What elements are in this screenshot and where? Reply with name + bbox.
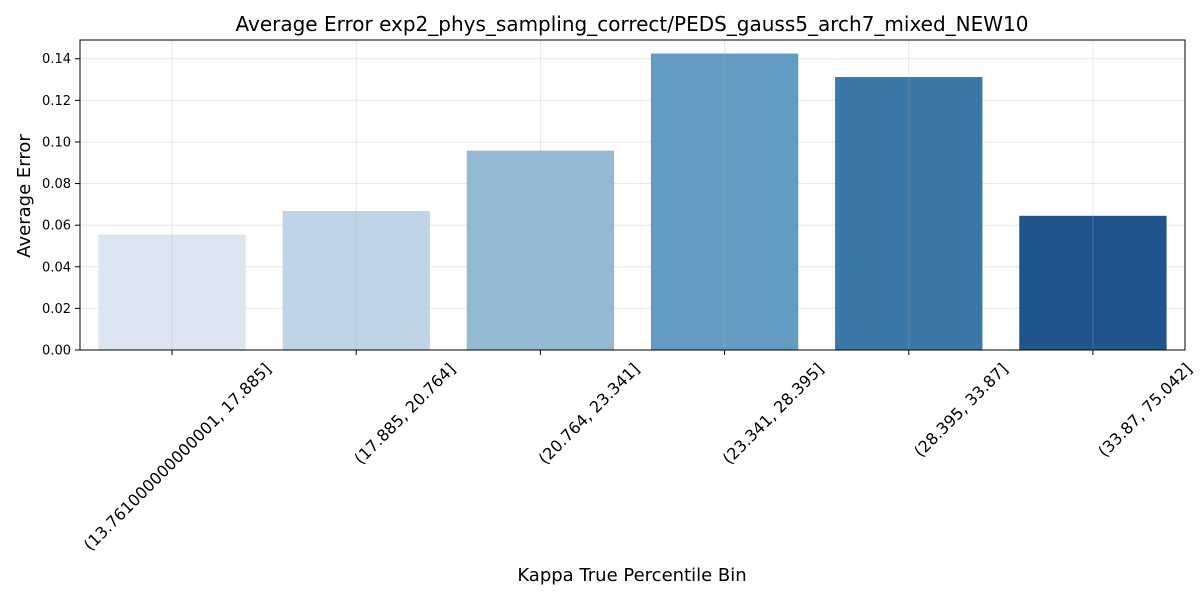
y-axis: 0.00 0.02 0.04 0.06 0.08 0.10 0.12 0.14 xyxy=(42,52,80,359)
y-tick-label: 0.04 xyxy=(42,260,71,275)
bar xyxy=(650,53,799,350)
bar xyxy=(282,211,430,350)
y-tick-label: 0.02 xyxy=(42,302,71,317)
bar xyxy=(98,234,246,350)
plot-frame xyxy=(79,39,1186,351)
y-tick-label: 0.14 xyxy=(42,52,71,67)
x-tick-label: (33.87, 75.042] xyxy=(1094,359,1195,460)
bar xyxy=(835,77,983,350)
chart-title: Average Error exp2_phys_sampling_correct… xyxy=(235,12,1028,36)
y-tick-label: 0.08 xyxy=(42,177,71,192)
grid-layer xyxy=(80,58,1185,351)
bars-layer xyxy=(98,53,1167,350)
bar xyxy=(1019,215,1167,350)
y-axis-label: Average Error xyxy=(14,134,35,258)
y-tick-label: 0.06 xyxy=(42,219,71,234)
x-tick-label: (23.341, 28.395] xyxy=(719,359,828,468)
y-tick-label: 0.00 xyxy=(42,344,71,359)
y-tick-label: 0.12 xyxy=(42,94,71,109)
x-axis: (13.761000000000001, 17.885] (17.885, 20.… xyxy=(80,350,1196,554)
bar xyxy=(466,150,615,350)
y-tick-label: 0.10 xyxy=(42,135,71,150)
x-tick-label: (13.761000000000001, 17.885] xyxy=(80,359,275,554)
x-tick-label: (17.885, 20.764] xyxy=(350,359,459,468)
x-tick-label: (20.764, 23.341] xyxy=(535,359,644,468)
x-tick-label: (28.395, 33.87] xyxy=(910,359,1011,460)
grid-x-layer xyxy=(171,40,1094,350)
x-axis-label: Kappa True Percentile Bin xyxy=(517,565,746,586)
